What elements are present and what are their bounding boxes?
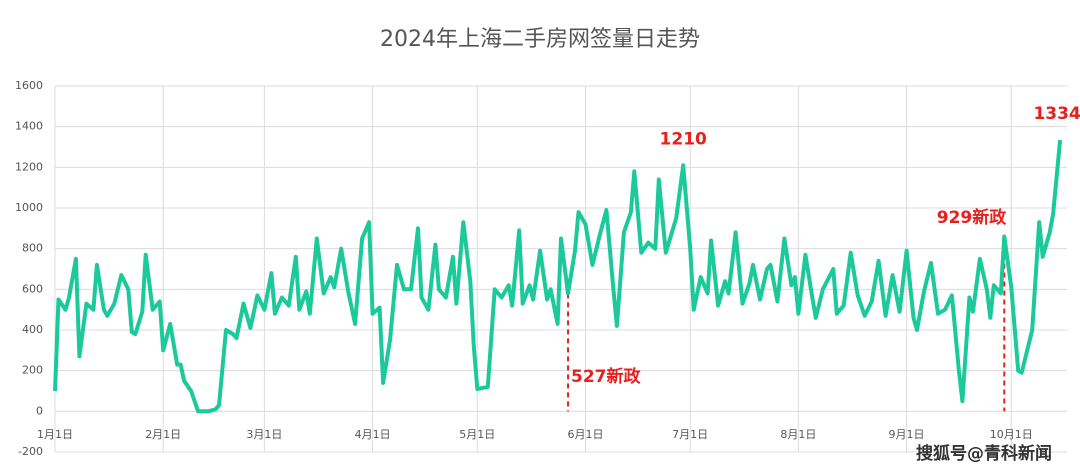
x-tick-label: 10月1日 — [990, 428, 1033, 441]
y-tick-label: 1200 — [15, 160, 43, 173]
annotation: 929新政 — [937, 207, 1007, 228]
data-line — [53, 139, 1063, 414]
chart-title: 2024年上海二手房网签量日走势 — [380, 27, 700, 52]
watermark: 搜狐号@青科新闻 — [916, 443, 1052, 464]
x-tick-label: 9月1日 — [889, 428, 925, 441]
x-tick-label: 6月1日 — [567, 428, 603, 441]
y-tick-label: 1400 — [15, 120, 43, 133]
x-tick-label: 7月1日 — [672, 428, 708, 441]
y-tick-label: 600 — [22, 282, 43, 295]
x-tick-label: 2月1日 — [145, 428, 181, 441]
x-tick-label: 3月1日 — [246, 428, 282, 441]
y-tick-label: 400 — [22, 323, 43, 336]
y-tick-label: 1000 — [15, 201, 43, 214]
y-tick-label: -200 — [18, 445, 43, 458]
x-tick-label: 5月1日 — [459, 428, 495, 441]
x-tick-label: 8月1日 — [780, 428, 816, 441]
y-tick-label: 0 — [36, 404, 43, 417]
y-tick-label: 200 — [22, 364, 43, 377]
x-tick-label: 1月1日 — [37, 428, 73, 441]
annotation: 1210 — [660, 129, 707, 149]
x-tick-label: 4月1日 — [355, 428, 391, 441]
annotation: 527新政 — [571, 366, 641, 387]
y-tick-label: 1600 — [15, 79, 43, 92]
y-tick-label: 800 — [22, 242, 43, 255]
annotation: 1334 — [1033, 104, 1080, 124]
